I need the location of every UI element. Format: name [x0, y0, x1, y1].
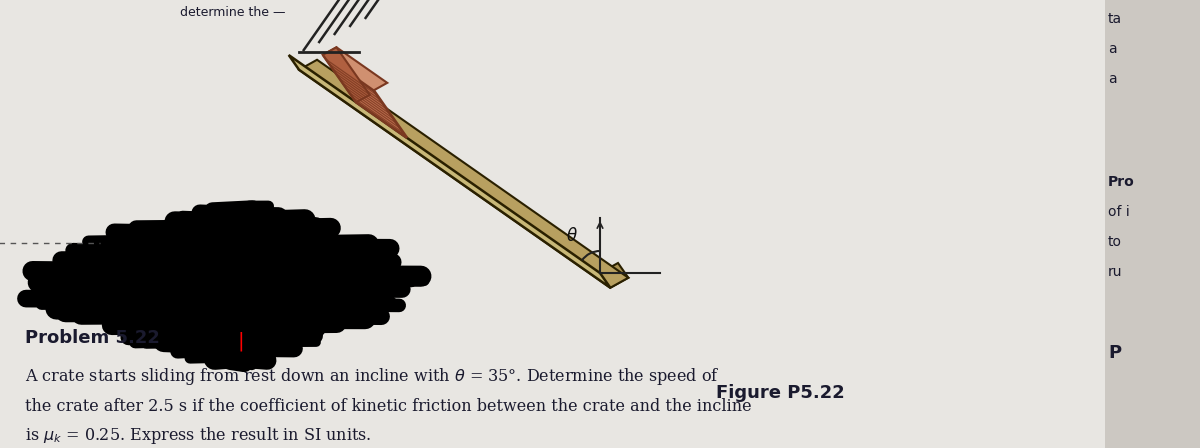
Text: is $\mu_k$ = 0.25. Express the result in SI units.: is $\mu_k$ = 0.25. Express the result in… [25, 425, 372, 445]
Text: Pro: Pro [1108, 175, 1135, 189]
Text: A crate starts sliding from rest down an incline with $\theta$ = 35°. Determine : A crate starts sliding from rest down an… [25, 366, 720, 387]
Polygon shape [289, 55, 611, 288]
Polygon shape [323, 47, 388, 90]
Text: ru: ru [1108, 265, 1122, 279]
Polygon shape [600, 263, 629, 288]
Text: a: a [1108, 42, 1117, 56]
Text: of i: of i [1108, 205, 1129, 219]
Text: Problem 5.22: Problem 5.22 [25, 329, 160, 347]
Polygon shape [299, 60, 629, 288]
Text: ta: ta [1108, 12, 1122, 26]
Text: |: | [238, 331, 245, 351]
Text: determine the —: determine the — [180, 6, 286, 19]
Bar [1105, 0, 1200, 448]
Text: the crate after 2.5 s if the coefficient of kinetic friction between the crate a: the crate after 2.5 s if the coefficient… [25, 397, 751, 414]
Polygon shape [323, 55, 407, 138]
Polygon shape [323, 47, 370, 102]
Text: a: a [1108, 72, 1117, 86]
Text: P: P [1108, 344, 1121, 362]
Text: Figure P5.22: Figure P5.22 [715, 384, 845, 402]
Text: $\theta$: $\theta$ [566, 227, 577, 245]
Text: to: to [1108, 235, 1122, 249]
